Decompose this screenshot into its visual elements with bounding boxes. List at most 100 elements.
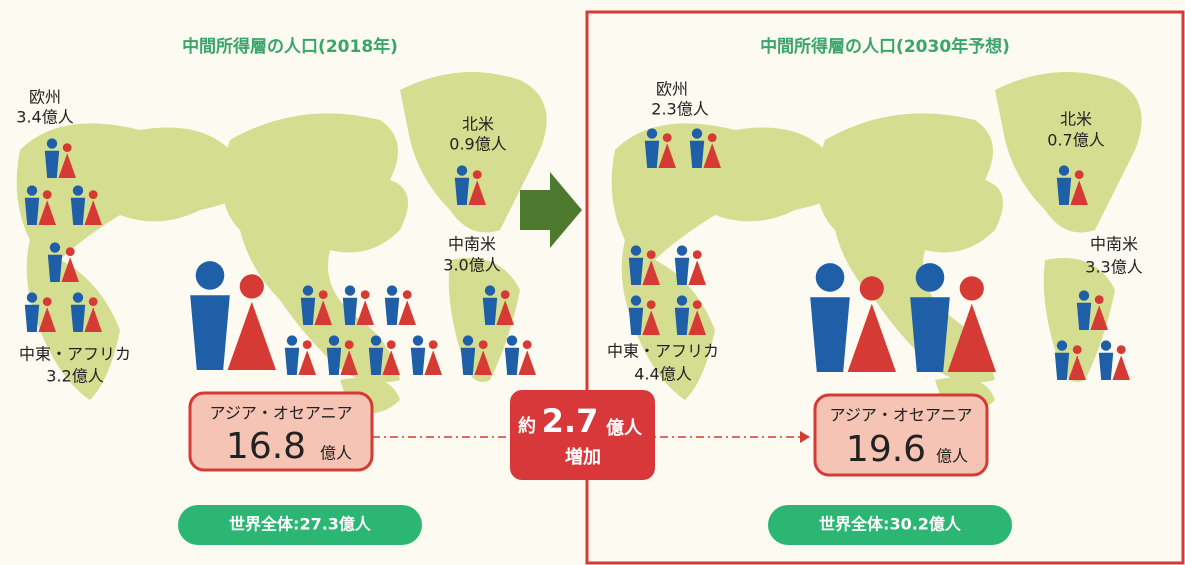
woman-body [947,303,996,372]
region-value: 0.7億人 [1047,131,1104,150]
region-name: 中東・アフリカ [607,342,719,361]
man-body [300,297,316,325]
continent [222,113,408,383]
man-head [412,335,424,346]
man-head [72,292,84,303]
woman-body [1070,180,1088,205]
woman-head [62,143,72,153]
man-head [815,263,845,292]
man-head [195,261,225,290]
woman-head [1116,345,1126,354]
woman-head [42,297,52,306]
region-name: 中南米 [448,235,496,254]
region-value: 3.0億人 [443,256,500,275]
region-name: 中東・アフリカ [19,345,131,364]
asia-amount: 16.8 [226,426,306,467]
woman-body [474,350,492,375]
world-pill [768,505,1012,545]
woman-head [428,340,438,349]
woman-head [478,340,488,349]
man-head [676,245,688,256]
change-prefix: 約 [518,415,536,437]
man-body [47,254,63,282]
man-head [484,285,496,296]
woman-body [642,260,660,285]
man-body [44,150,60,178]
forecast-frame [585,10,1185,565]
man-head [456,165,468,176]
man-head [646,128,658,139]
woman-head [386,340,396,349]
man-head [26,185,38,196]
woman-head [959,276,984,301]
woman-head [662,133,672,143]
woman-head [707,133,717,143]
woman-head [646,300,656,309]
woman-head [88,190,98,200]
title: 中間所得層の人口(2018年) [182,36,398,57]
world-pill [178,505,422,545]
asia-unit: 億人 [936,447,968,466]
region-value: 3.2億人 [46,367,103,386]
woman-head [360,290,370,299]
man-head [286,335,298,346]
man-head [1058,165,1070,176]
man-head [344,285,356,296]
man-body [1098,352,1114,380]
man-body [190,295,230,370]
man-head [506,335,518,346]
woman-body [1112,355,1130,380]
world-total: 世界全体:30.2億人 [819,515,962,534]
asia-box [188,391,374,472]
man-body [628,257,644,285]
man-head [46,138,58,149]
arrow-head [800,431,810,443]
woman-head [1094,295,1104,304]
man-head [386,285,398,296]
woman-body [688,310,706,335]
woman-body [227,301,276,370]
woman-head [859,276,884,301]
asia-name: アジア・オセアニア [209,404,352,423]
title: 中間所得層の人口(2030年予想) [760,36,1010,57]
woman-body [356,300,374,325]
woman-body [496,300,514,325]
region-name: 北米 [1060,110,1092,129]
woman-head [65,247,75,256]
man-head [915,263,945,292]
asia-unit: 億人 [320,444,352,463]
woman-body [642,310,660,335]
man-body [910,297,950,372]
region-value: 2.3億人 [651,100,708,119]
man-body [24,304,40,332]
woman-body [298,350,316,375]
man-body [326,347,342,375]
asia-box [813,393,989,477]
man-head [26,292,38,303]
man-head [630,295,642,306]
man-body [689,140,705,168]
woman-head [344,340,354,349]
change-amount: 2.7 [542,402,599,440]
man-head [691,128,703,139]
man-body [810,297,850,372]
woman-body [688,260,706,285]
woman-body [1068,355,1086,380]
man-body [24,197,40,225]
region-name: 欧州 [656,80,688,99]
region-name: 北米 [462,115,494,134]
woman-body [38,307,56,332]
woman-body [518,350,536,375]
woman-head [1074,170,1084,180]
man-body [1056,177,1072,205]
woman-head [302,340,312,349]
man-body [384,297,400,325]
woman-body [314,300,332,325]
man-head [49,242,61,253]
change-unit: 億人 [606,417,643,439]
woman-head [42,190,52,200]
woman-body [61,257,79,282]
asia-name: アジア・オセアニア [829,406,972,425]
man-body [460,347,476,375]
